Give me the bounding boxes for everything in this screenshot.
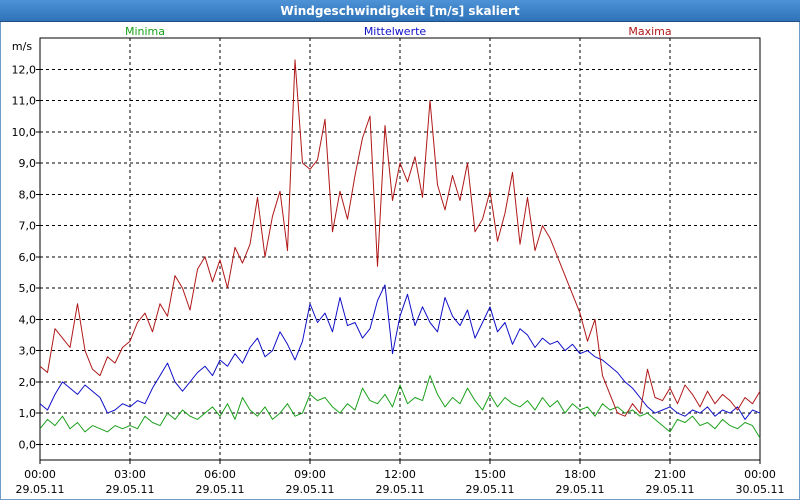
series-line-minima: [39, 375, 761, 439]
grid-lines: [40, 38, 760, 460]
legend-entry-mittelwerte: Mittelwerte: [364, 25, 427, 38]
y-tick-label: 0,0: [19, 438, 37, 451]
y-tick-label: 1,0: [19, 407, 37, 420]
y-tick-label: 8,0: [19, 188, 37, 201]
series-line-mittelwerte: [39, 284, 761, 420]
chart-title-bar: Windgeschwindigkeit [m/s] skaliert: [0, 0, 800, 22]
y-tick-label: 9,0: [19, 157, 37, 170]
series-line-maxima: [39, 59, 761, 417]
x-tick-date: 29.05.11: [286, 483, 335, 496]
x-tick-time: 18:00: [564, 468, 596, 481]
y-tick-label: 7,0: [19, 220, 37, 233]
legend-entry-maxima: Maxima: [628, 25, 671, 38]
y-tick-label: 11,0: [12, 95, 37, 108]
x-tick-time: 00:00: [744, 468, 776, 481]
x-tick-date: 29.05.11: [16, 483, 65, 496]
x-tick-time: 06:00: [204, 468, 236, 481]
legend-entry-minima: Minima: [125, 25, 165, 38]
x-tick-time: 09:00: [294, 468, 326, 481]
x-tick-time: 15:00: [474, 468, 506, 481]
x-tick-date: 29.05.11: [646, 483, 695, 496]
y-tick-label: 10,0: [12, 126, 37, 139]
x-tick-time: 00:00: [24, 468, 56, 481]
series-lines: [39, 59, 761, 439]
legend: Minima Mittelwerte Maxima: [125, 25, 672, 38]
x-tick-date: 30.05.11: [736, 483, 785, 496]
y-tick-label: 3,0: [19, 345, 37, 358]
x-tick-date: 29.05.11: [106, 483, 155, 496]
y-tick-label: 12,0: [12, 63, 37, 76]
x-tick-date: 29.05.11: [466, 483, 515, 496]
x-tick-date: 29.05.11: [376, 483, 425, 496]
x-tick-time: 12:00: [384, 468, 416, 481]
x-tick-date: 29.05.11: [556, 483, 605, 496]
chart-title: Windgeschwindigkeit [m/s] skaliert: [280, 3, 520, 18]
axes: 0,0 1,0 2,0 3,0 4,0 5,0 6,0 7,0 8,0 9,0 10,0 11,0 12…: [12, 37, 785, 496]
y-axis-label: m/s: [12, 40, 32, 53]
y-tick-label: 2,0: [19, 376, 37, 389]
y-tick-label: 5,0: [19, 282, 37, 295]
x-tick-time: 21:00: [654, 468, 686, 481]
y-tick-label: 4,0: [19, 313, 37, 326]
x-tick-date: 29.05.11: [196, 483, 245, 496]
plot-area-border: [39, 37, 761, 461]
y-tick-label: 6,0: [19, 251, 37, 264]
x-tick-time: 03:00: [114, 468, 146, 481]
